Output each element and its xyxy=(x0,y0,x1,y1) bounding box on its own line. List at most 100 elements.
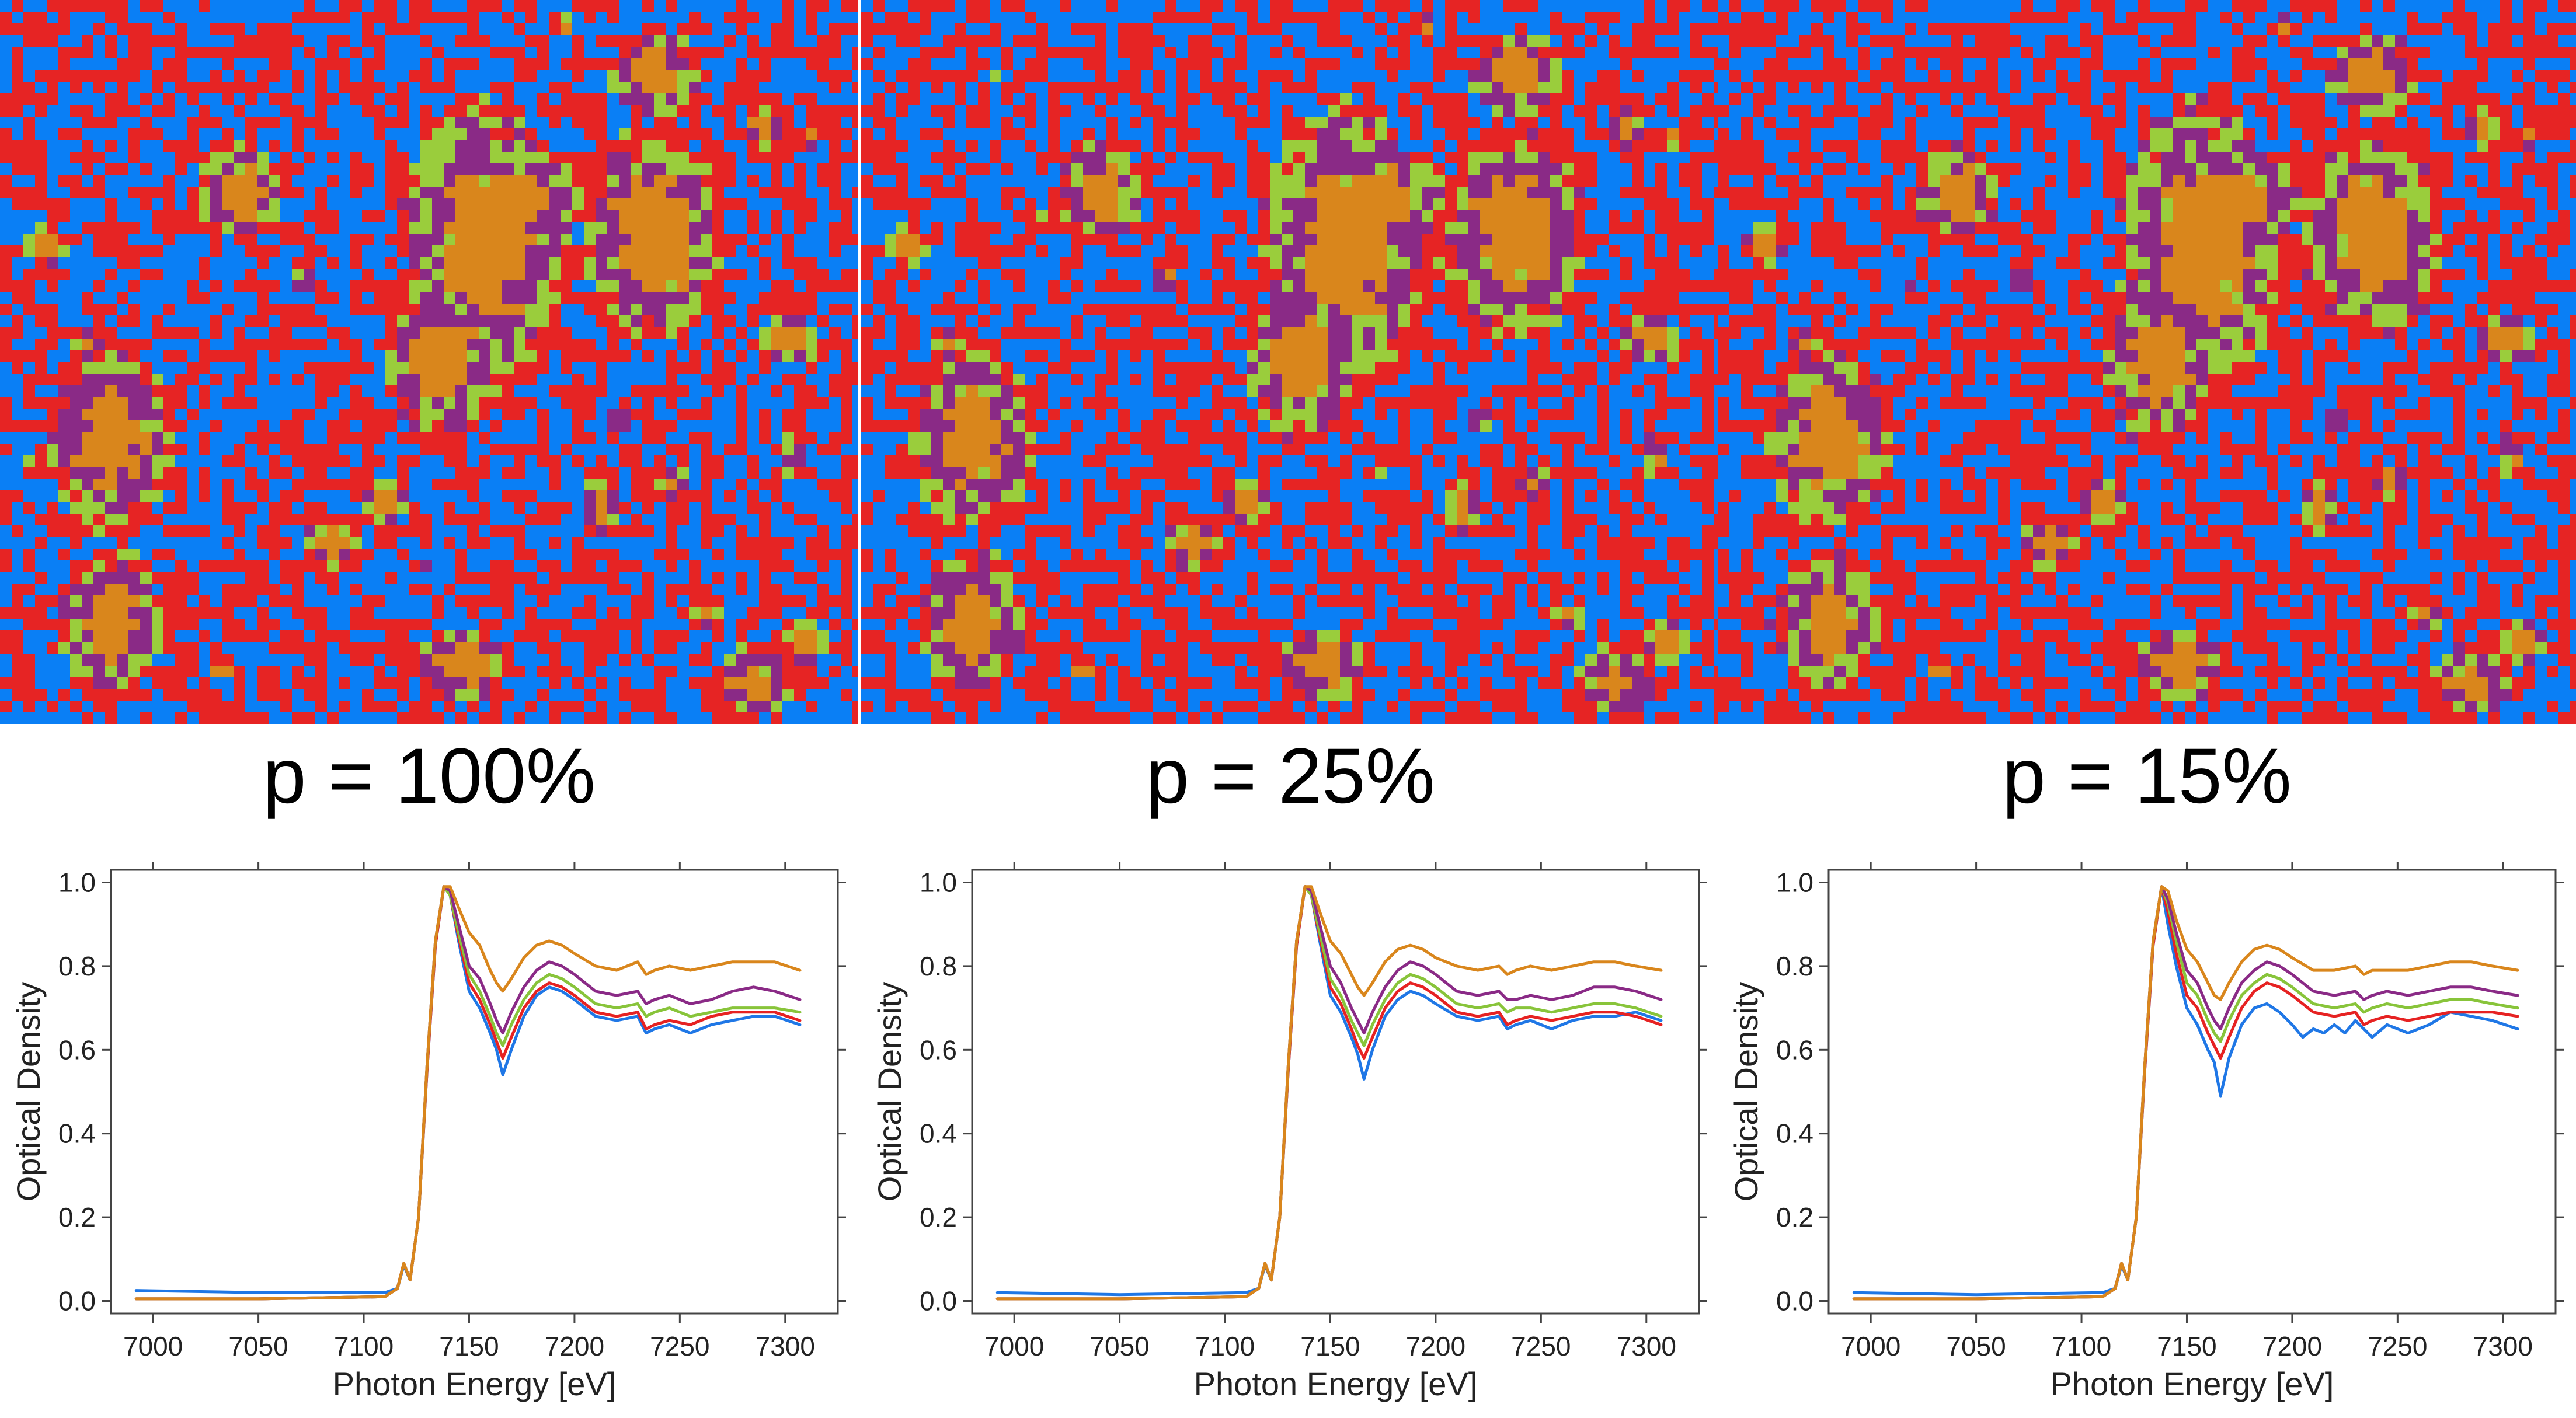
map-cell-run xyxy=(2255,420,2267,432)
map-cell-run xyxy=(257,537,292,549)
map-cell-run xyxy=(920,47,955,58)
map-cell-run xyxy=(2138,198,2161,210)
map-cell-run xyxy=(2290,0,2337,12)
map-cell-run xyxy=(1834,93,1846,105)
map-cell-run xyxy=(1702,584,1714,595)
map-cell-run xyxy=(1013,607,1025,619)
map-cell-run xyxy=(1270,339,1328,350)
map-cell-run xyxy=(2267,70,2278,82)
map-cell-run xyxy=(931,444,943,455)
map-cell-run xyxy=(12,654,35,666)
map-cell-run xyxy=(315,128,339,140)
map-cell-run xyxy=(315,397,327,409)
map-cell-run xyxy=(1799,117,1834,128)
map-cell-run xyxy=(1492,234,1550,245)
map-cell-run xyxy=(2488,128,2500,140)
map-cell-run xyxy=(2196,409,2208,420)
map-cell-run xyxy=(2080,105,2103,117)
map-cell-run xyxy=(572,677,584,689)
map-cell-run xyxy=(2161,479,2173,490)
map-cell-run xyxy=(794,385,817,397)
map-cell-run xyxy=(2232,362,2267,374)
map-cell-run xyxy=(1679,175,1702,187)
map-cell-run xyxy=(1293,234,1317,245)
map-cell-run xyxy=(2302,689,2313,701)
map-cell-run xyxy=(666,595,677,607)
map-cell-run xyxy=(444,163,514,175)
map-cell-run xyxy=(584,12,596,23)
map-cell-run xyxy=(163,689,222,701)
map-cell-run xyxy=(1811,560,1834,572)
map-cell-run xyxy=(269,467,292,479)
map-cell-run xyxy=(1764,117,1776,128)
map-cell-run xyxy=(117,82,128,93)
map-cell-run xyxy=(1025,455,1036,467)
map-cell-run xyxy=(514,455,525,467)
map-cell-run xyxy=(327,525,339,537)
map-cell-run xyxy=(689,315,701,327)
map-cell-run xyxy=(339,409,397,420)
map-cell-run xyxy=(990,701,1001,712)
map-cell-run xyxy=(1951,35,1963,47)
map-cell-run xyxy=(2383,0,2395,12)
map-cell-run xyxy=(2196,140,2208,152)
map-cell-run xyxy=(2383,420,2395,432)
map-cell-run xyxy=(1258,70,1293,82)
map-cell-run xyxy=(23,35,58,47)
map-cell-run xyxy=(631,385,689,397)
map-cell-run xyxy=(1632,350,1644,362)
map-cell-run xyxy=(23,549,35,560)
map-cell-run xyxy=(782,630,794,642)
map-cell-run xyxy=(1013,304,1036,315)
map-cell-run xyxy=(841,689,852,701)
map-cell-run xyxy=(2395,409,2430,420)
map-cell-run xyxy=(1718,374,1729,385)
map-cell-run xyxy=(0,350,47,362)
map-cell-run xyxy=(1223,537,1235,549)
map-cell-run xyxy=(455,210,537,222)
map-cell-run xyxy=(234,339,327,350)
map-cell-run xyxy=(1834,362,1858,374)
map-cell-run xyxy=(1679,140,1690,152)
map-cell-run xyxy=(2488,444,2500,455)
map-cell-run xyxy=(245,315,269,327)
map-cell-run xyxy=(2488,689,2512,701)
map-cell-run xyxy=(1445,269,1468,280)
map-cell-run xyxy=(1282,432,1293,444)
map-cell-run xyxy=(105,525,140,537)
map-cell-run xyxy=(1609,47,1679,58)
map-cell-run xyxy=(1928,327,1940,339)
map-cell-run xyxy=(82,712,93,724)
map-cell-run xyxy=(1811,397,1846,409)
map-cell-run xyxy=(2302,654,2325,666)
map-cell-run xyxy=(1468,560,1503,572)
map-cell-run xyxy=(2407,607,2418,619)
map-cell-run xyxy=(1823,654,1834,666)
map-cell-run xyxy=(1799,350,1811,362)
map-cell-run xyxy=(2407,595,2442,607)
map-cell-run xyxy=(908,619,931,630)
map-cell-run xyxy=(1632,163,1644,175)
map-cell-run xyxy=(1247,257,1270,269)
map-cell-run xyxy=(712,163,736,175)
map-cell-run xyxy=(736,0,747,12)
map-cell-run xyxy=(1550,584,1574,595)
map-cell-run xyxy=(861,677,896,689)
map-cell-run xyxy=(1718,58,1729,70)
map-cell-run xyxy=(350,397,374,409)
map-cell-run xyxy=(2383,327,2395,339)
map-cell-run xyxy=(852,140,858,152)
map-cell-run xyxy=(1048,93,1060,105)
map-cell-run xyxy=(2430,327,2442,339)
map-cell-run xyxy=(2313,222,2337,234)
map-cell-run xyxy=(2243,514,2278,525)
map-cell-run xyxy=(2325,198,2337,210)
map-cell-run xyxy=(1550,175,1562,187)
map-cell-run xyxy=(432,280,444,292)
map-cell-run xyxy=(908,701,943,712)
map-cell-run xyxy=(1445,234,1492,245)
map-cell-run xyxy=(292,712,315,724)
map-cell-run xyxy=(817,595,852,607)
series-line xyxy=(995,885,1663,1297)
map-cell-run xyxy=(1811,0,1846,12)
